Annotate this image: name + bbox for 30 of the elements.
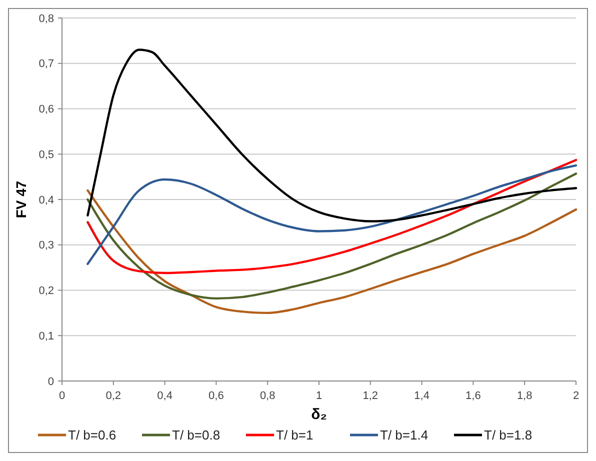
x-tick-label: 2 [572, 390, 580, 402]
legend-label: T/ b=1.8 [484, 428, 532, 443]
y-axis-title: FV 47 [13, 180, 29, 218]
x-tick-label: 1,6 [466, 390, 481, 402]
x-tick-label: 0,2 [106, 390, 122, 402]
y-tick-label: 0,8 [38, 12, 54, 25]
x-tick-label: 0,4 [157, 390, 172, 402]
line-series [86, 172, 578, 300]
legend-label: T/ b=1.4 [380, 428, 428, 443]
x-tick-label: 1,2 [362, 390, 378, 402]
y-tick-label: 0,4 [38, 194, 54, 206]
x-tick-label: 0 [58, 390, 66, 402]
x-tick-label: 0,6 [208, 390, 224, 402]
x-tick-label: 1,4 [414, 390, 430, 402]
legend-label: T/ b=0.8 [172, 428, 220, 443]
x-axis-title: δ₂ [311, 406, 327, 423]
x-tick-label: 1,8 [516, 390, 532, 402]
y-tick-label: 0,7 [38, 58, 54, 70]
y-tick-label: 0,6 [38, 104, 54, 116]
legend-label: T/ b=1 [276, 428, 314, 443]
x-tick-label: 0,8 [260, 390, 276, 402]
y-tick-label: 0,1 [38, 330, 54, 342]
legend-label: T/ b=0.6 [68, 428, 116, 443]
y-tick-label: 0,2 [38, 285, 54, 298]
x-tick-label: 1 [316, 390, 322, 402]
line-series [86, 48, 578, 222]
y-tick-label: 0,5 [38, 148, 54, 161]
line-series [86, 189, 578, 314]
y-tick-label: 0 [48, 376, 54, 388]
y-tick-label: 0,3 [38, 240, 54, 252]
